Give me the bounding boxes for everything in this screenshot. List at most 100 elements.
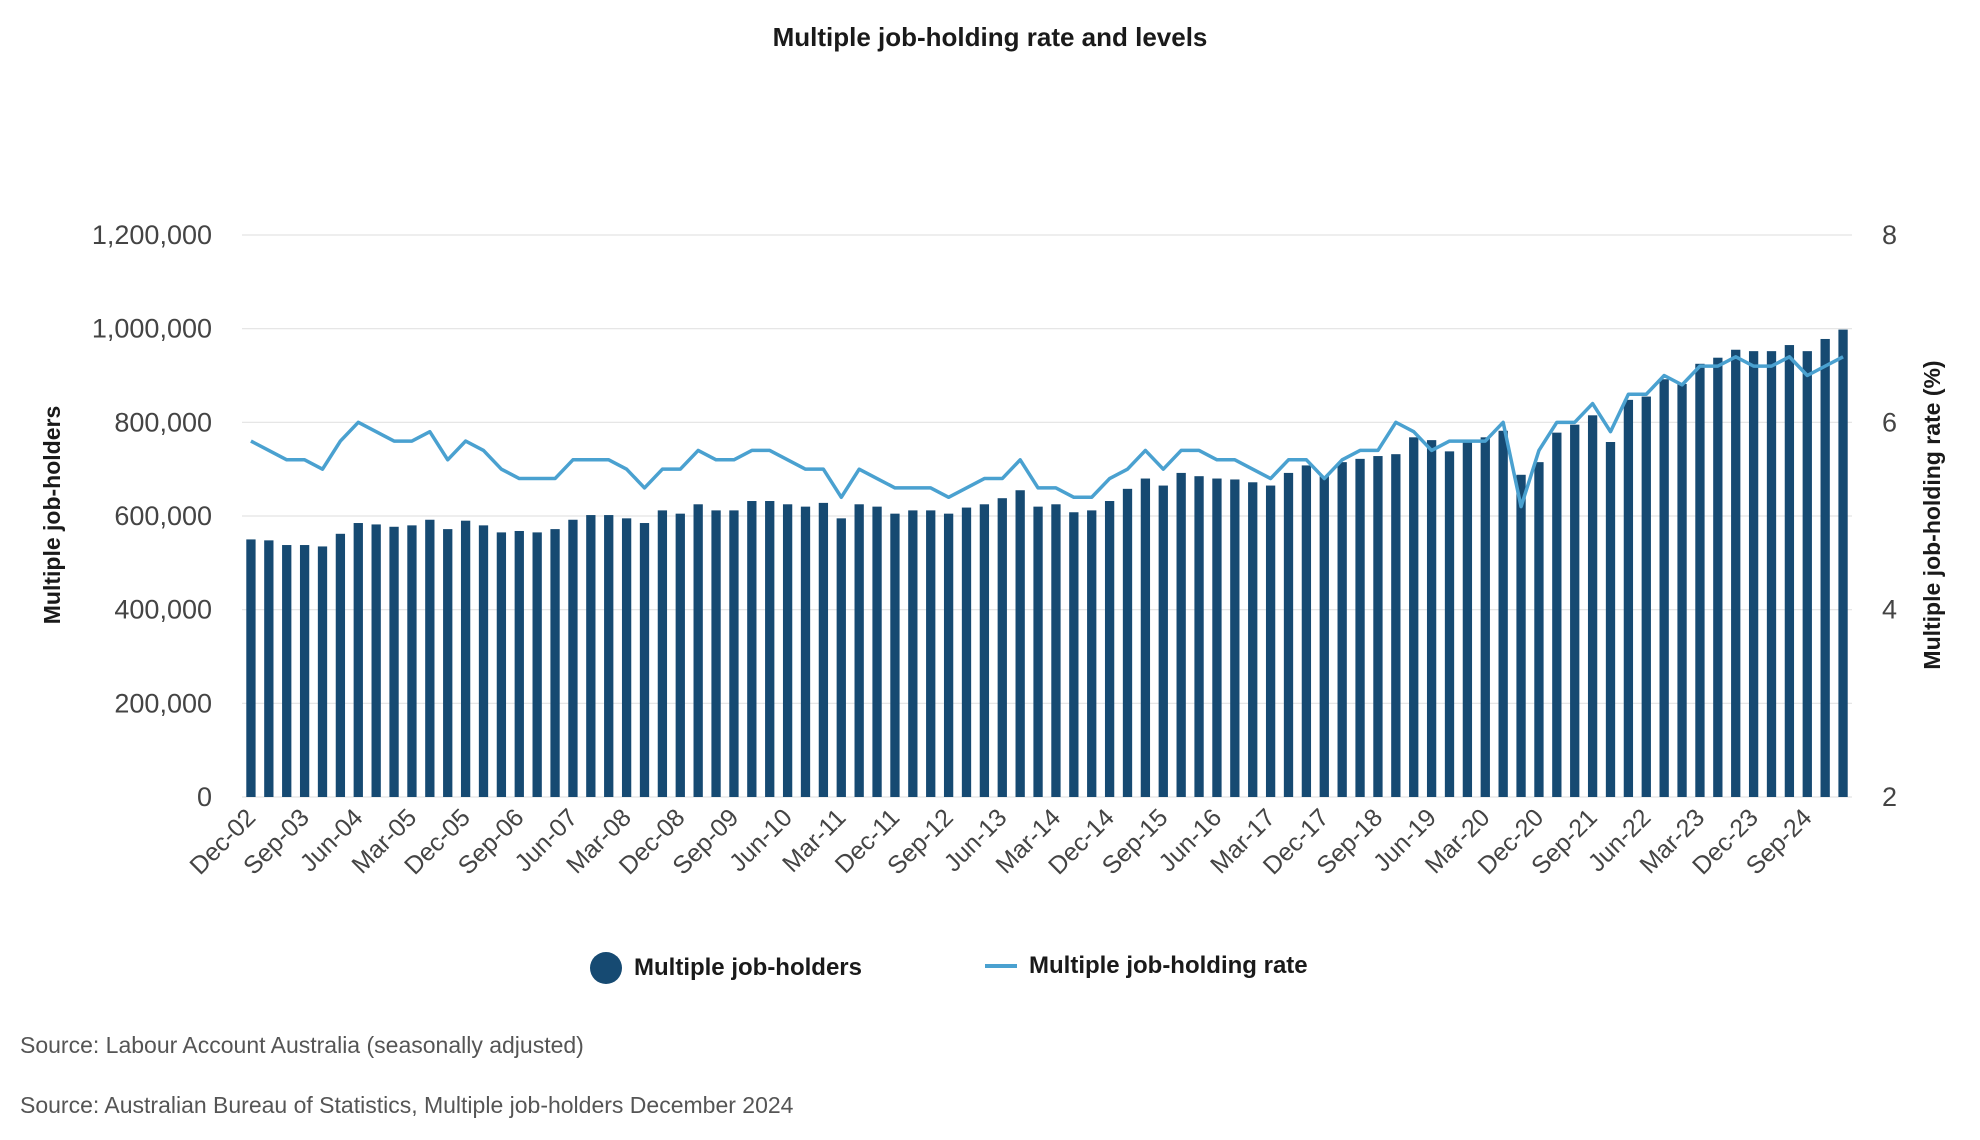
bar[interactable] — [1641, 396, 1651, 797]
bar[interactable] — [1426, 440, 1437, 797]
bar[interactable] — [299, 545, 310, 797]
bar[interactable] — [1838, 329, 1848, 797]
bar[interactable] — [872, 506, 882, 797]
bar[interactable] — [1301, 465, 1312, 797]
bar[interactable] — [997, 498, 1007, 797]
bar[interactable] — [1409, 437, 1419, 797]
bar[interactable] — [1587, 415, 1598, 797]
bar[interactable] — [1176, 472, 1186, 797]
bar[interactable] — [532, 532, 542, 797]
bar[interactable] — [657, 510, 668, 797]
bar[interactable] — [371, 524, 381, 797]
left-tick-label: 1,000,000 — [92, 314, 212, 344]
bar[interactable] — [1373, 456, 1383, 797]
bar[interactable] — [836, 518, 846, 797]
bar[interactable] — [1444, 451, 1455, 797]
bar[interactable] — [496, 532, 507, 797]
bar[interactable] — [1820, 338, 1830, 797]
bar[interactable] — [1534, 462, 1544, 797]
bar[interactable] — [282, 545, 292, 797]
bar[interactable] — [729, 510, 739, 797]
bar[interactable] — [1462, 440, 1473, 797]
bar[interactable] — [1713, 357, 1723, 797]
bar[interactable] — [443, 529, 453, 797]
bar[interactable] — [621, 518, 632, 797]
bar[interactable] — [1158, 485, 1168, 797]
bar[interactable] — [908, 510, 918, 797]
legend-item-line[interactable]: Multiple job-holding rate — [985, 952, 1308, 980]
bar[interactable] — [1212, 478, 1222, 797]
bar[interactable] — [854, 504, 864, 797]
bar[interactable] — [711, 510, 721, 797]
legend-bars-label: Multiple job-holders — [634, 954, 862, 981]
legend-item-bars[interactable]: Multiple job-holders — [590, 952, 862, 984]
bar[interactable] — [1337, 462, 1347, 797]
bar[interactable] — [1319, 476, 1329, 797]
bar[interactable] — [1140, 478, 1151, 797]
bar[interactable] — [1391, 454, 1401, 797]
bar[interactable] — [818, 502, 829, 797]
bar[interactable] — [890, 513, 900, 797]
bar[interactable] — [1283, 472, 1294, 797]
bar[interactable] — [1122, 488, 1133, 797]
bar[interactable] — [1051, 504, 1061, 797]
bar[interactable] — [1265, 485, 1276, 797]
bar[interactable] — [514, 530, 524, 797]
bar[interactable] — [1015, 490, 1025, 797]
bar[interactable] — [1498, 430, 1508, 797]
right-axis-title: Multiple job-holding rate (%) — [1919, 360, 1945, 669]
bar[interactable] — [1194, 476, 1204, 797]
bar[interactable] — [1731, 349, 1741, 797]
bar[interactable] — [264, 540, 274, 797]
left-tick-label: 800,000 — [114, 407, 212, 437]
bar[interactable] — [586, 515, 596, 797]
bar[interactable] — [1480, 437, 1490, 797]
bar[interactable] — [1623, 399, 1634, 797]
bar[interactable] — [1230, 479, 1240, 797]
bar[interactable] — [1748, 351, 1759, 797]
bar[interactable] — [568, 519, 578, 797]
bar[interactable] — [693, 504, 703, 797]
bar[interactable] — [604, 515, 614, 797]
bar[interactable] — [979, 504, 990, 797]
bar[interactable] — [1355, 458, 1365, 797]
bar[interactable] — [1677, 383, 1687, 797]
bar[interactable] — [943, 513, 954, 797]
bar[interactable] — [747, 501, 757, 797]
bar[interactable] — [1659, 379, 1669, 797]
bar[interactable] — [782, 504, 793, 797]
bar[interactable] — [1784, 345, 1795, 797]
bar[interactable] — [1766, 351, 1777, 797]
rate-line[interactable] — [250, 355, 1844, 509]
bar[interactable] — [425, 519, 435, 797]
bar[interactable] — [1087, 510, 1097, 797]
left-tick-label: 200,000 — [114, 688, 212, 718]
bar[interactable] — [1104, 501, 1115, 797]
bar[interactable] — [478, 525, 489, 797]
bar[interactable] — [389, 526, 399, 797]
bar[interactable] — [1248, 482, 1258, 797]
bar[interactable] — [926, 510, 936, 797]
bar[interactable] — [961, 507, 972, 797]
chart-title: Multiple job-holding rate and levels — [772, 22, 1208, 52]
bar[interactable] — [765, 501, 775, 797]
x-axis-ticks: Dec-02Sep-03Jun-04Mar-05Dec-05Sep-06Jun-… — [184, 803, 1817, 880]
bar[interactable] — [407, 525, 417, 797]
bar[interactable] — [1605, 442, 1616, 797]
bar[interactable] — [639, 523, 650, 797]
bar[interactable] — [317, 546, 328, 797]
bar[interactable] — [335, 533, 346, 797]
bar[interactable] — [1802, 351, 1812, 797]
bar[interactable] — [353, 523, 363, 797]
bar[interactable] — [460, 520, 471, 797]
bar[interactable] — [1069, 512, 1079, 797]
bar[interactable] — [550, 529, 560, 797]
bar[interactable] — [1516, 474, 1526, 797]
bar[interactable] — [246, 539, 256, 797]
bar[interactable] — [1552, 432, 1562, 797]
bar[interactable] — [1570, 424, 1580, 797]
bar[interactable] — [800, 506, 811, 797]
bar[interactable] — [1033, 506, 1043, 797]
bar[interactable] — [675, 513, 685, 797]
bar[interactable] — [1695, 363, 1705, 797]
